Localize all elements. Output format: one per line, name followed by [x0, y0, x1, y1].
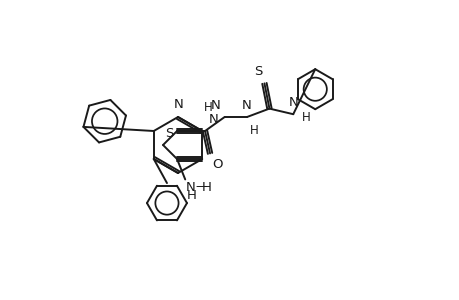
- Text: N: N: [288, 96, 297, 109]
- Text: H: H: [187, 189, 196, 203]
- Text: O: O: [212, 158, 222, 171]
- Text: S: S: [253, 65, 262, 78]
- Text: N: N: [241, 99, 252, 112]
- Text: S: S: [165, 127, 173, 140]
- Text: N: N: [174, 98, 184, 111]
- Text: H: H: [302, 111, 310, 124]
- Text: N: N: [186, 182, 196, 194]
- Text: H: H: [202, 182, 212, 194]
- Text: H: H: [250, 124, 258, 137]
- Text: —: —: [195, 180, 207, 194]
- Text: H: H: [203, 101, 212, 114]
- Text: N: N: [209, 113, 218, 126]
- Text: N: N: [210, 99, 220, 112]
